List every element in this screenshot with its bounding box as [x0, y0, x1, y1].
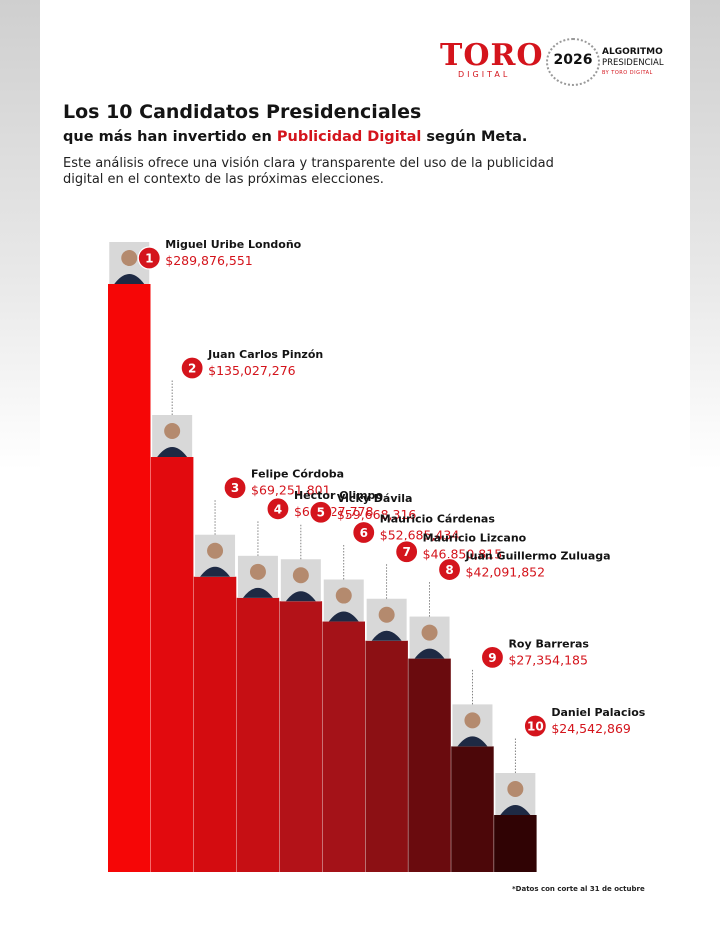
candidate-name-3: Felipe Córdoba [251, 468, 344, 481]
candidate-amount-6: $52,685,434 [380, 528, 460, 543]
rank-number-3: 3 [231, 481, 239, 495]
rank-badge-5 [309, 500, 333, 524]
rank-badge-7 [395, 540, 419, 564]
portrait-body-8 [414, 648, 445, 659]
portrait-head-5 [292, 567, 309, 584]
candidate-name-1: Miguel Uribe Londoño [165, 238, 301, 251]
rank-badge-1 [137, 246, 161, 270]
portrait-body-7 [371, 630, 402, 641]
candidate-amount-3: $69,251,801 [251, 483, 331, 498]
candidate-name-8: Juan Guillermo Zuluaga [465, 550, 611, 563]
rank-badge-2 [180, 356, 204, 380]
portrait-head-6 [335, 587, 352, 604]
page-subtitle: que más han invertido en Publicidad Digi… [63, 129, 527, 145]
rank-number-7: 7 [402, 545, 410, 559]
subtitle-pre: que más han invertido en [63, 129, 277, 145]
rank-number-10: 10 [527, 720, 544, 734]
rank-number-1: 1 [145, 252, 153, 266]
footnote: *Datos con corte al 31 de octubre [512, 885, 645, 893]
rank-badge-3 [223, 476, 247, 500]
portrait-head-3 [207, 542, 224, 559]
bar-10 [494, 815, 537, 872]
portrait-head-4 [249, 563, 266, 580]
portrait-body-6 [328, 611, 359, 622]
portrait-body-4 [242, 587, 273, 598]
candidate-name-4: Héctor Olimpo [294, 489, 383, 502]
portrait-body-10 [500, 805, 531, 815]
portrait-head-2 [164, 423, 181, 440]
seal-2026: 2026 [546, 38, 600, 86]
bar-4 [236, 597, 280, 872]
candidate-amount-2: $135,027,276 [208, 363, 296, 378]
candidate-amount-1: $289,876,551 [165, 253, 252, 268]
portrait-body-3 [200, 566, 231, 577]
candidate-amount-9: $27,354,185 [508, 652, 588, 667]
portrait-body-9 [457, 736, 488, 747]
portrait-body-1 [114, 274, 145, 284]
algo-line2: PRESIDENCIAL [602, 58, 664, 68]
portrait-body-5 [285, 591, 316, 602]
algoritmo-badge: ALGORITMO PRESIDENCIAL BY TORO DIGITAL [602, 47, 682, 77]
algo-line3: BY TORO DIGITAL [602, 70, 653, 76]
candidate-amount-8: $42,091,852 [466, 565, 546, 580]
toro-digital-logo: TORO DIGITAL [440, 40, 543, 82]
subtitle-post: según Meta. [421, 129, 528, 145]
bar-9 [451, 746, 494, 872]
subtitle-highlight: Publicidad Digital [276, 129, 422, 145]
portrait-body-2 [157, 447, 188, 458]
candidate-name-6: Mauricio Cárdenas [380, 513, 496, 526]
rank-number-4: 4 [274, 502, 282, 516]
rank-number-9: 9 [488, 651, 496, 665]
candidate-name-10: Daniel Palacios [551, 706, 645, 719]
rank-badge-9 [480, 645, 505, 669]
candidate-amount-10: $24,542,869 [551, 721, 631, 736]
background-building-left [0, 0, 40, 470]
portrait-head-7 [378, 606, 395, 623]
candidate-name-5: Vicky Dávila [337, 492, 413, 505]
bar-2 [150, 457, 194, 872]
rank-badge-8 [437, 557, 462, 582]
rank-badge-10 [523, 714, 547, 738]
candidate-name-9: Roy Barreras [508, 637, 589, 650]
portrait-head-10 [507, 781, 524, 797]
candidate-amount-5: $59,668,316 [337, 507, 417, 522]
candidate-amount-7: $46,850,815 [423, 547, 503, 562]
rank-number-5: 5 [317, 506, 325, 520]
bar-7 [365, 640, 408, 872]
background-building-right [690, 0, 720, 470]
rank-badge-6 [352, 520, 376, 545]
algo-line1: ALGORITMO [602, 47, 663, 57]
bar-5 [279, 601, 323, 872]
rank-badge-4 [266, 497, 290, 521]
candidate-name-2: Juan Carlos Pinzón [207, 348, 323, 361]
candidate-name-7: Mauricio Lizcano [423, 532, 527, 545]
portrait-head-1 [121, 250, 138, 266]
portrait-head-8 [421, 624, 438, 641]
page-title: Los 10 Candidatos Presidenciales [63, 101, 422, 123]
page-description: Este análisis ofrece una visión clara y … [63, 156, 554, 187]
rank-number-8: 8 [445, 563, 453, 577]
seal-year: 2026 [553, 52, 593, 68]
logo-wordmark: TORO [440, 38, 544, 73]
logo-subtext: DIGITAL [458, 70, 511, 79]
rank-number-2: 2 [188, 362, 196, 376]
bar-3 [193, 576, 237, 872]
bar-1 [108, 284, 151, 872]
bar-8 [408, 658, 451, 872]
bar-6 [322, 621, 365, 872]
portrait-head-9 [464, 712, 481, 729]
rank-number-6: 6 [360, 526, 368, 540]
